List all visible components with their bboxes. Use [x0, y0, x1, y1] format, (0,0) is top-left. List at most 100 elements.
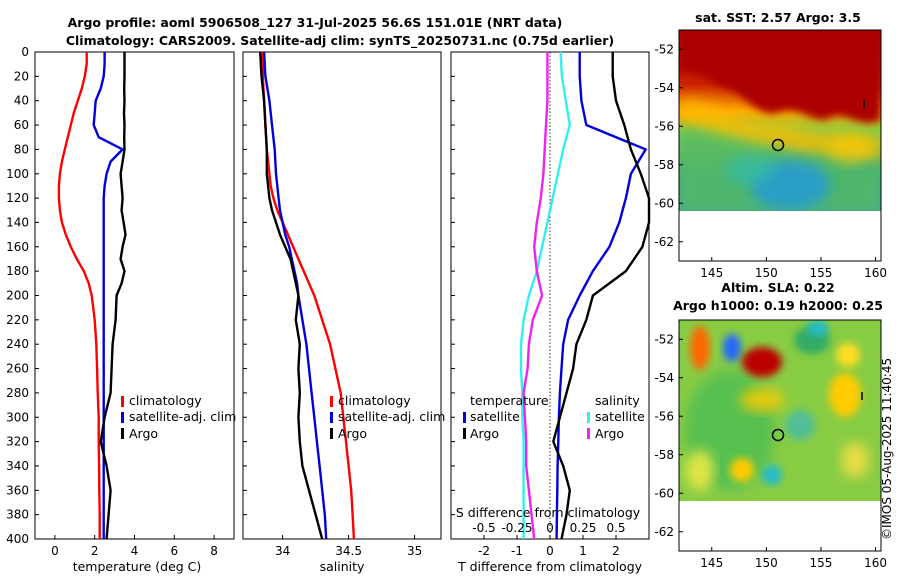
series-line-t-satellite	[555, 52, 647, 540]
y-tick-label: 260	[6, 362, 29, 376]
map-x-tick-label: 150	[755, 556, 778, 570]
series-line-climatology	[57, 52, 101, 539]
y-tick-label: 280	[6, 386, 29, 400]
map-x-tick-label: 150	[755, 266, 778, 280]
sla-map-subtitle: Argo h1000: 0.19 h2000: 0.25	[673, 298, 883, 313]
map-y-tick-label: -56	[654, 409, 674, 423]
s-difference-label: S difference from climatology	[456, 505, 641, 520]
y-tick-label: 180	[6, 264, 29, 278]
sla-map-title: Altim. SLA: 0.22	[721, 280, 834, 295]
imos-stamp: ©IMOS 05-Aug-2025 11:40:45	[880, 358, 894, 540]
series-line-argo	[259, 51, 324, 540]
y-tick-label: 240	[6, 337, 29, 351]
x-tick-label: 0	[546, 544, 554, 558]
series-line-satellite-adj-clim	[262, 51, 328, 540]
sla-map	[679, 320, 881, 501]
sst-map	[679, 30, 881, 211]
series-line-t-argo	[552, 52, 651, 540]
series-line-s-satellite	[519, 51, 571, 539]
salinity-xlabel: salinity	[320, 559, 365, 574]
x-tick-label: 1	[579, 544, 587, 558]
map-x-tick-label: 160	[864, 556, 887, 570]
legend-s-argo: Argo	[595, 426, 624, 441]
map-y-tick-label: -62	[654, 525, 674, 539]
map-y-tick-label: -54	[654, 81, 674, 95]
map-y-tick-label: -52	[654, 332, 674, 346]
s-tick-label: -0.5	[472, 521, 495, 535]
series-line-s-argo	[522, 52, 549, 540]
sla-map-frame	[678, 319, 882, 552]
x-tick-label: 34.5	[335, 544, 362, 558]
temperature-panel-frame	[34, 51, 235, 540]
legend-climatology: climatology	[338, 393, 411, 408]
s-tick-label: 0	[546, 521, 554, 535]
y-tick-label: 340	[6, 459, 29, 473]
map-y-tick-label: -62	[654, 235, 674, 249]
axis-ticks: 0204060801001201401601802002202402602803…	[6, 45, 625, 558]
y-tick-label: 100	[6, 167, 29, 181]
y-tick-label: 360	[6, 483, 29, 497]
map-x-tick-label: 145	[700, 266, 723, 280]
map-y-tick-label: -56	[654, 119, 674, 133]
y-tick-label: 380	[6, 508, 29, 522]
y-tick-label: 40	[14, 94, 29, 108]
series-line-argo	[99, 52, 127, 540]
legend-t-argo: Argo	[470, 426, 499, 441]
map-y-tick-label: -60	[654, 486, 674, 500]
salinity-legend: climatology satellite-adj. clim Argo	[330, 393, 445, 441]
difference-legend: temperature satellite Argo salinity sate…	[463, 393, 645, 441]
sla-float-marker	[771, 428, 785, 442]
legend-t-satellite: satellite	[470, 409, 520, 424]
x-tick-label: 35	[407, 544, 422, 558]
y-tick-label: 140	[6, 215, 29, 229]
x-tick-label: 0	[51, 544, 59, 558]
legend-temperature-heading: temperature	[470, 393, 549, 408]
temperature-legend: climatology satellite-adj. clim Argo	[121, 393, 236, 441]
map-y-tick-label: -58	[654, 158, 674, 172]
legend-satellite-adj: satellite-adj. clim	[129, 409, 236, 424]
s-tick-label: -0.25	[501, 521, 532, 535]
y-tick-label: 20	[14, 69, 29, 83]
y-tick-label: 120	[6, 191, 29, 205]
map-y-tick-label: -58	[654, 448, 674, 462]
s-tick-label: 0.25	[570, 521, 597, 535]
salinity-series	[259, 51, 356, 540]
figure-title-line2: Climatology: CARS2009. Satellite-adj cli…	[66, 33, 614, 49]
map-y-tick-label: -52	[654, 42, 674, 56]
x-tick-label: 8	[210, 544, 218, 558]
y-tick-label: 300	[6, 410, 29, 424]
sst-map-title: sat. SST: 2.57 Argo: 3.5	[695, 10, 861, 25]
x-tick-label: -2	[478, 544, 490, 558]
map-axis-ticks: 145 150 155 160 -52 -54 -56 -58 -60 -62 145 150 155 1…	[654, 42, 887, 570]
map-x-tick-label: 155	[809, 556, 832, 570]
legend-satellite-adj: satellite-adj. clim	[338, 409, 445, 424]
sst-float-marker	[771, 138, 785, 152]
x-tick-label: 2	[612, 544, 620, 558]
map-x-tick-label: 145	[700, 556, 723, 570]
difference-series	[519, 51, 651, 540]
legend-argo: Argo	[129, 426, 158, 441]
y-tick-label: 160	[6, 240, 29, 254]
legend-argo: Argo	[338, 426, 367, 441]
map-x-tick-label: 155	[809, 266, 832, 280]
x-tick-label: -1	[511, 544, 523, 558]
sst-map-frame	[678, 29, 882, 262]
y-tick-label: 60	[14, 118, 29, 132]
y-tick-label: 400	[6, 532, 29, 546]
temperature-series	[57, 52, 127, 540]
x-tick-label: 6	[170, 544, 178, 558]
legend-climatology: climatology	[129, 393, 202, 408]
y-tick-label: 220	[6, 313, 29, 327]
y-tick-label: 0	[21, 45, 29, 59]
s-tick-label: 0.5	[606, 521, 625, 535]
figure-title-line1: Argo profile: aoml 5906508_127 31-Jul-20…	[68, 15, 563, 31]
x-tick-label: 34	[275, 544, 290, 558]
x-tick-label: 4	[131, 544, 139, 558]
difference-xlabel: T difference from climatology	[457, 559, 643, 574]
temperature-xlabel: temperature (deg C)	[73, 559, 202, 574]
map-x-tick-label: 160	[864, 266, 887, 280]
y-tick-label: 320	[6, 435, 29, 449]
x-tick-label: 2	[91, 544, 99, 558]
y-tick-label: 80	[14, 142, 29, 156]
